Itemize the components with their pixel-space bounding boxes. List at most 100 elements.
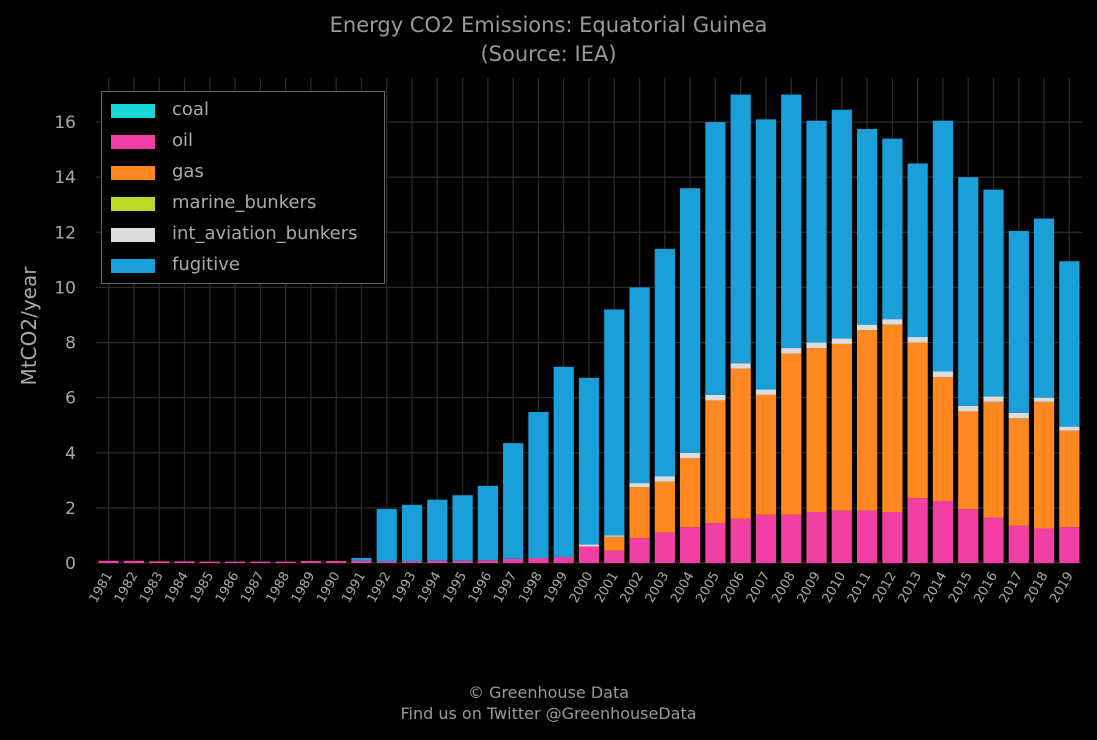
- bar-oil-1991: [351, 560, 372, 563]
- bar-oil-2000: [578, 546, 600, 563]
- x-tick-label: 2019: [1047, 570, 1077, 606]
- x-tick-label: 2013: [896, 570, 926, 606]
- bar-oil-1988: [275, 561, 296, 563]
- bar-fugitive-2005: [705, 122, 726, 395]
- x-tick-label: 2002: [617, 570, 647, 606]
- bar-oil-2015: [958, 509, 979, 563]
- bar-gas-2012: [882, 324, 903, 513]
- legend-label: marine_bunkers: [172, 192, 317, 213]
- x-tick-label: 1984: [162, 570, 192, 606]
- bar-oil-2017: [1008, 525, 1029, 563]
- bar-fugitive-1999: [553, 366, 574, 557]
- bar-oil-1981: [98, 560, 119, 563]
- bar-int_aviation_bunkers-2006: [730, 363, 751, 369]
- bar-gas-2009: [806, 348, 827, 513]
- legend-swatch: [111, 259, 155, 273]
- bar-fugitive-1998: [528, 411, 549, 559]
- legend-label: gas: [172, 161, 204, 182]
- x-axis: 1981198219831984198519861987198819891990…: [87, 570, 1077, 606]
- bar-gas-2005: [705, 400, 726, 524]
- bar-fugitive-2014: [932, 120, 954, 372]
- bar-oil-1986: [224, 561, 246, 563]
- bar-oil-1982: [123, 560, 145, 563]
- x-tick-label: 1991: [339, 570, 369, 606]
- bar-oil-1994: [427, 560, 448, 563]
- x-tick-label: 2010: [820, 570, 850, 606]
- bar-gas-2018: [1033, 401, 1055, 529]
- bar-oil-2012: [882, 512, 903, 563]
- bar-gas-2010: [831, 343, 852, 511]
- bar-oil-1995: [452, 560, 473, 563]
- bar-oil-1990: [326, 561, 347, 563]
- x-tick-label: 1993: [390, 570, 420, 606]
- bar-fugitive-2013: [907, 163, 928, 338]
- bar-fugitive-2001: [604, 309, 625, 536]
- bar-oil-2001: [604, 550, 625, 563]
- bar-oil-1992: [376, 561, 397, 563]
- bar-fugitive-2006: [730, 94, 751, 364]
- bar-fugitive-2012: [882, 138, 903, 320]
- bar-fugitive-1991: [351, 558, 372, 561]
- bar-int_aviation_bunkers-2019: [1059, 426, 1080, 431]
- bar-fugitive-2017: [1008, 230, 1029, 413]
- x-tick-label: 2011: [845, 570, 875, 606]
- x-tick-label: 1995: [441, 570, 471, 606]
- bar-oil-2007: [755, 514, 777, 563]
- bar-oil-2018: [1033, 528, 1055, 563]
- bar-int_aviation_bunkers-2005: [705, 394, 726, 401]
- x-tick-label: 1998: [516, 570, 546, 606]
- bar-fugitive-2003: [654, 248, 675, 477]
- bar-gas-2017: [1008, 418, 1029, 526]
- x-tick-label: 1997: [491, 570, 521, 606]
- bar-fugitive-2000: [578, 377, 600, 545]
- chart-subtitle: (Source: IEA): [480, 42, 617, 66]
- bar-gas-2002: [629, 487, 650, 539]
- bar-int_aviation_bunkers-2009: [806, 342, 827, 349]
- legend-swatch: [111, 228, 155, 242]
- legend-item-int_aviation_bunkers: int_aviation_bunkers: [102, 222, 384, 246]
- bar-gas-2008: [781, 353, 802, 515]
- bar-oil-2014: [932, 500, 954, 563]
- bar-oil-1987: [250, 561, 271, 563]
- bar-oil-2002: [629, 538, 650, 563]
- bar-oil-2011: [856, 510, 878, 563]
- footer-copyright: © Greenhouse Data: [467, 683, 630, 702]
- x-tick-label: 1986: [213, 570, 243, 606]
- legend-swatch: [111, 104, 155, 118]
- bar-oil-2016: [983, 517, 1004, 563]
- bar-fugitive-2015: [958, 177, 979, 406]
- x-tick-label: 2003: [643, 570, 673, 606]
- legend-item-coal: coal: [102, 98, 384, 122]
- x-tick-label: 2014: [921, 570, 951, 606]
- bar-int_aviation_bunkers-2015: [958, 405, 979, 412]
- bar-fugitive-2008: [781, 94, 802, 349]
- bar-gas-2014: [932, 376, 954, 501]
- x-tick-label: 1992: [365, 570, 395, 606]
- y-tick-label: 0: [65, 554, 76, 574]
- bar-int_aviation_bunkers-2010: [831, 338, 852, 344]
- x-tick-label: 2007: [744, 570, 774, 606]
- bar-int_aviation_bunkers-2018: [1033, 397, 1055, 402]
- bar-oil-1997: [503, 558, 524, 563]
- x-tick-label: 2015: [946, 570, 976, 606]
- bar-gas-2011: [856, 330, 878, 511]
- bar-fugitive-1992: [376, 508, 397, 562]
- bar-oil-1989: [300, 561, 322, 563]
- bar-fugitive-2010: [831, 109, 852, 339]
- bar-oil-2005: [705, 523, 726, 563]
- x-tick-label: 1999: [542, 570, 572, 606]
- bar-int_aviation_bunkers-2012: [882, 319, 903, 325]
- legend-label: oil: [172, 130, 194, 151]
- bar-fugitive-2018: [1033, 218, 1055, 398]
- x-tick-label: 2012: [870, 570, 900, 606]
- bar-gas-2004: [680, 458, 701, 528]
- x-tick-label: 2017: [997, 570, 1027, 606]
- bar-int_aviation_bunkers-2016: [983, 396, 1004, 402]
- y-tick-label: 16: [54, 113, 76, 133]
- x-tick-label: 1994: [415, 570, 445, 606]
- bar-int_aviation_bunkers-2004: [680, 452, 701, 459]
- legend-item-gas: gas: [102, 160, 384, 184]
- bar-fugitive-2011: [856, 128, 878, 325]
- y-tick-label: 14: [54, 168, 76, 188]
